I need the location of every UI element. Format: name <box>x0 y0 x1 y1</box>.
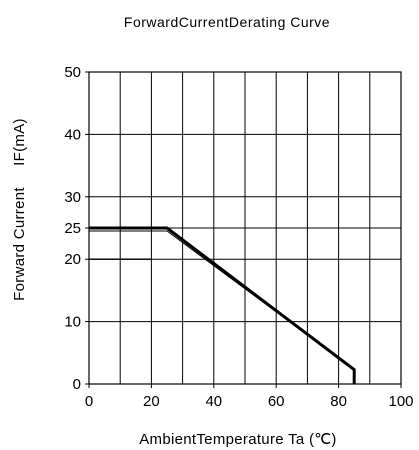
x-axis-label: AmbientTemperature Ta (℃) <box>139 431 336 448</box>
y-tick-label: 10 <box>64 314 81 331</box>
x-tick-labels: 0 20 40 60 80 100 <box>85 384 414 410</box>
derating-curve-upper <box>89 226 356 384</box>
y-tick-label: 25 <box>64 220 81 237</box>
y-tick-label: 50 <box>64 64 81 81</box>
x-tick-label: 20 <box>143 393 160 410</box>
x-tick-label: 80 <box>330 393 347 410</box>
y-tick-label: 0 <box>73 376 81 393</box>
y-tick-label: 30 <box>64 189 81 206</box>
x-tick-label: 100 <box>388 393 413 410</box>
x-tick-label: 0 <box>85 393 93 410</box>
y-tick-label: 40 <box>64 126 81 143</box>
y-axis-label: Forward Current <box>11 187 28 301</box>
derating-curve-lower <box>89 230 355 384</box>
chart-title: ForwardCurrentDerating Curve <box>124 14 330 30</box>
y-tick-label: 20 <box>64 251 81 268</box>
x-tick-label: 40 <box>205 393 222 410</box>
y-tick-labels: 0 10 20 25 30 40 50 <box>64 64 89 393</box>
x-tick-label: 60 <box>268 393 285 410</box>
series-layer <box>89 226 356 384</box>
y-axis-symbol-label: IF(mA) <box>11 118 28 166</box>
